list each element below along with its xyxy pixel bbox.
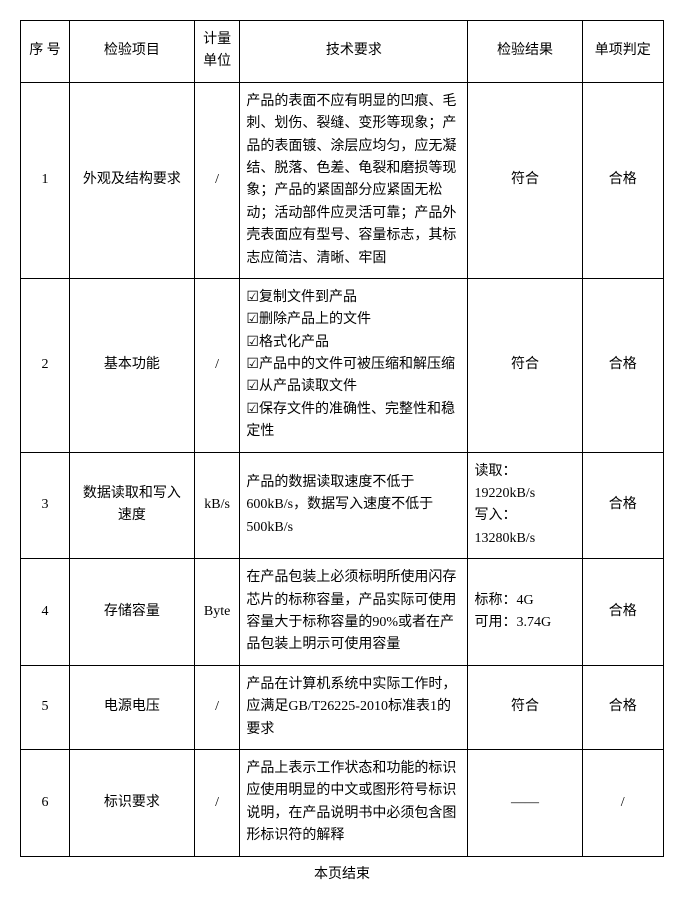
cell-item: 电源电压 — [69, 665, 194, 749]
cell-judge: / — [582, 749, 664, 856]
cell-judge: 合格 — [582, 278, 664, 452]
cell-judge: 合格 — [582, 82, 664, 278]
cell-result: —— — [468, 749, 582, 856]
cell-result: 标称：4G 可用：3.74G — [468, 559, 582, 666]
cell-requirement: 产品的数据读取速度不低于600kB/s，数据写入速度不低于500kB/s — [240, 452, 468, 559]
checklist-item: ☑复制文件到产品 — [246, 287, 461, 309]
cell-requirement: 产品的表面不应有明显的凹痕、毛刺、划伤、裂缝、变形等现象；产品的表面镀、涂层应均… — [240, 82, 468, 278]
cell-item: 基本功能 — [69, 278, 194, 452]
table-header-row: 序 号 检验项目 计量单位 技术要求 检验结果 单项判定 — [21, 21, 664, 83]
cell-unit: / — [194, 82, 240, 278]
cell-item: 外观及结构要求 — [69, 82, 194, 278]
cell-item: 存储容量 — [69, 559, 194, 666]
header-result: 检验结果 — [468, 21, 582, 83]
checklist-item: ☑从产品读取文件 — [246, 376, 461, 398]
checklist-item: ☑格式化产品 — [246, 332, 461, 354]
cell-judge: 合格 — [582, 665, 664, 749]
cell-seq: 5 — [21, 665, 70, 749]
header-judge: 单项判定 — [582, 21, 664, 83]
cell-unit: / — [194, 749, 240, 856]
cell-seq: 1 — [21, 82, 70, 278]
cell-unit: / — [194, 278, 240, 452]
table-row: 1外观及结构要求/产品的表面不应有明显的凹痕、毛刺、划伤、裂缝、变形等现象；产品… — [21, 82, 664, 278]
table-row: 3数据读取和写入速度kB/s产品的数据读取速度不低于600kB/s，数据写入速度… — [21, 452, 664, 559]
page-footer: 本页结束 — [20, 863, 664, 883]
header-req: 技术要求 — [240, 21, 468, 83]
checklist-item: ☑删除产品上的文件 — [246, 309, 461, 331]
cell-unit: Byte — [194, 559, 240, 666]
table-row: 2基本功能/☑复制文件到产品☑删除产品上的文件☑格式化产品☑产品中的文件可被压缩… — [21, 278, 664, 452]
checklist-item: ☑保存文件的准确性、完整性和稳定性 — [246, 399, 461, 444]
cell-seq: 2 — [21, 278, 70, 452]
cell-item: 标识要求 — [69, 749, 194, 856]
cell-result: 读取：19220kB/s 写入：13280kB/s — [468, 452, 582, 559]
checklist-item: ☑产品中的文件可被压缩和解压缩 — [246, 354, 461, 376]
cell-unit: kB/s — [194, 452, 240, 559]
cell-seq: 4 — [21, 559, 70, 666]
table-row: 4存储容量Byte在产品包装上必须标明所使用闪存芯片的标称容量，产品实际可使用容… — [21, 559, 664, 666]
cell-result: 符合 — [468, 82, 582, 278]
cell-unit: / — [194, 665, 240, 749]
cell-judge: 合格 — [582, 452, 664, 559]
cell-requirement: ☑复制文件到产品☑删除产品上的文件☑格式化产品☑产品中的文件可被压缩和解压缩☑从… — [240, 278, 468, 452]
cell-result: 符合 — [468, 278, 582, 452]
table-row: 6标识要求/产品上表示工作状态和功能的标识应使用明显的中文或图形符号标识说明，在… — [21, 749, 664, 856]
cell-requirement: 产品在计算机系统中实际工作时，应满足GB/T26225-2010标准表1的要求 — [240, 665, 468, 749]
header-unit: 计量单位 — [194, 21, 240, 83]
inspection-table: 序 号 检验项目 计量单位 技术要求 检验结果 单项判定 1外观及结构要求/产品… — [20, 20, 664, 857]
cell-requirement: 产品上表示工作状态和功能的标识应使用明显的中文或图形符号标识说明，在产品说明书中… — [240, 749, 468, 856]
cell-seq: 3 — [21, 452, 70, 559]
header-seq: 序 号 — [21, 21, 70, 83]
table-row: 5电源电压/产品在计算机系统中实际工作时，应满足GB/T26225-2010标准… — [21, 665, 664, 749]
cell-judge: 合格 — [582, 559, 664, 666]
cell-seq: 6 — [21, 749, 70, 856]
cell-result: 符合 — [468, 665, 582, 749]
header-item: 检验项目 — [69, 21, 194, 83]
cell-item: 数据读取和写入速度 — [69, 452, 194, 559]
cell-requirement: 在产品包装上必须标明所使用闪存芯片的标称容量，产品实际可使用容量大于标称容量的9… — [240, 559, 468, 666]
